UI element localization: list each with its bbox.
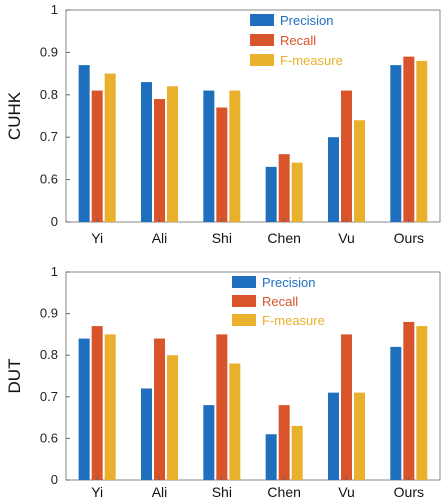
bar-recall-chen xyxy=(278,405,290,480)
y-axis-label: DUT xyxy=(5,359,24,394)
bar-precision-vu xyxy=(328,392,339,480)
legend-swatch xyxy=(250,14,274,26)
bar-precision-chen xyxy=(265,166,277,222)
y-tick-label: 0.9 xyxy=(40,306,58,321)
y-tick-label: 1 xyxy=(51,2,58,17)
legend-label: F-measure xyxy=(280,53,343,68)
bar-f-measure-yi xyxy=(104,73,116,222)
bar-f-measure-chen xyxy=(291,162,303,222)
y-tick-label: 0 xyxy=(51,472,58,487)
bar-recall-yi xyxy=(91,326,103,480)
bar-f-measure-chen xyxy=(291,425,303,480)
y-tick-label: 0 xyxy=(51,214,58,229)
chart-panel-dut: 0 0.6 0.7 0.8 0.9 1 DUT Yi Ali Shi Chen Vu Ours Preci… xyxy=(5,264,441,498)
bar-recall-vu xyxy=(341,90,352,222)
x-tick-label: Vu xyxy=(338,230,355,246)
x-tick-label: Chen xyxy=(267,484,300,498)
bar-precision-vu xyxy=(328,137,339,222)
bar-recall-ali xyxy=(154,338,165,480)
bar-recall-vu xyxy=(341,334,352,480)
y-tick-label: 0.7 xyxy=(40,129,58,144)
bar-recall-shi xyxy=(216,334,228,480)
bar-recall-ours xyxy=(403,321,415,480)
bar-f-measure-yi xyxy=(104,334,116,480)
legend-label: F-measure xyxy=(262,313,325,328)
legend-label: Recall xyxy=(280,33,316,48)
bar-precision-shi xyxy=(203,405,215,480)
bar-f-measure-vu xyxy=(354,392,365,480)
bar-f-measure-ours xyxy=(416,60,428,222)
legend-swatch xyxy=(232,276,256,288)
bar-precision-ours xyxy=(390,65,402,223)
bar-f-measure-vu xyxy=(354,120,365,222)
x-tick-label: Yi xyxy=(91,484,103,498)
bar-f-measure-ali xyxy=(167,355,178,480)
bar-recall-ali xyxy=(154,99,165,222)
x-tick-label: Ours xyxy=(394,484,424,498)
legend-label: Recall xyxy=(262,294,298,309)
x-tick-label: Yi xyxy=(91,230,103,246)
y-tick-label: 0.9 xyxy=(40,44,58,59)
bar-precision-yi xyxy=(78,65,90,223)
bar-recall-chen xyxy=(278,154,290,222)
bar-precision-ours xyxy=(390,346,402,480)
plot-area-frame xyxy=(65,271,441,481)
plot-area-frame xyxy=(65,9,441,223)
y-tick-label: 0.6 xyxy=(40,430,58,445)
bar-f-measure-ali xyxy=(167,86,178,222)
x-tick-label: Shi xyxy=(212,484,232,498)
bar-recall-ours xyxy=(403,56,415,222)
bar-precision-chen xyxy=(265,434,277,480)
y-axis-label: CUHK xyxy=(5,91,24,140)
x-tick-label: Ali xyxy=(152,230,168,246)
legend-swatch xyxy=(232,295,256,307)
y-tick-label: 0.8 xyxy=(40,87,58,102)
bar-f-measure-shi xyxy=(229,90,241,222)
bar-precision-yi xyxy=(78,338,90,480)
x-tick-label: Ours xyxy=(394,230,424,246)
x-tick-label: Vu xyxy=(338,484,355,498)
y-tick-label: 0.6 xyxy=(40,172,58,187)
bar-precision-ali xyxy=(141,388,152,480)
bar-f-measure-ours xyxy=(416,326,428,480)
bar-recall-shi xyxy=(216,107,228,222)
chart-panel-cuhk: 0 0.6 0.7 0.8 0.9 1 CUHK Yi Ali Shi Chen Vu Ours Prec… xyxy=(5,2,441,246)
legend-swatch xyxy=(250,54,274,66)
legend-label: Precision xyxy=(280,13,333,28)
bar-precision-ali xyxy=(141,82,152,222)
bar-precision-shi xyxy=(203,90,215,222)
bar-f-measure-shi xyxy=(229,363,241,480)
x-tick-label: Shi xyxy=(212,230,232,246)
bar-recall-yi xyxy=(91,90,103,222)
y-tick-label: 0.8 xyxy=(40,347,58,362)
legend-swatch xyxy=(250,34,274,46)
x-tick-label: Ali xyxy=(152,484,168,498)
y-tick-label: 0.7 xyxy=(40,389,58,404)
legend-label: Precision xyxy=(262,275,315,290)
y-tick-label: 1 xyxy=(51,264,58,279)
x-tick-label: Chen xyxy=(267,230,300,246)
legend-swatch xyxy=(232,314,256,326)
